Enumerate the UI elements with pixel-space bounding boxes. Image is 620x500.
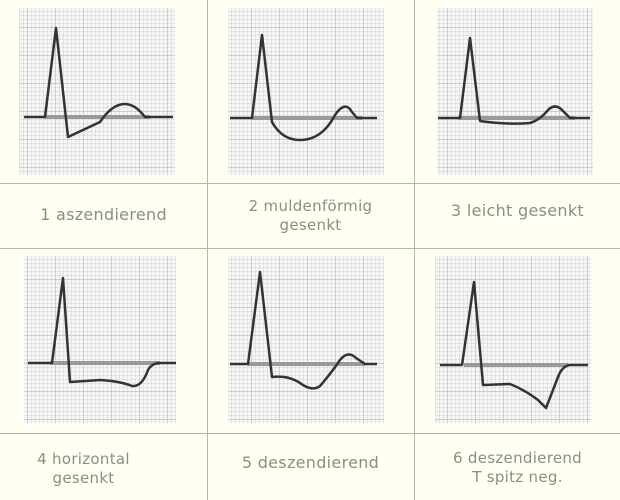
cell-label: 3 leicht gesenkt <box>414 201 620 220</box>
column-divider <box>207 0 208 500</box>
cell-label: 1 aszendierend <box>0 205 207 224</box>
label-line: 1 aszendierend <box>40 205 167 224</box>
cell-label: 2 muldenförmig gesenkt <box>207 197 414 235</box>
ecg-trace-ascending <box>19 8 175 175</box>
row-divider <box>0 183 620 184</box>
label-line: 5 deszendierend <box>241 453 380 472</box>
ecg-trace-slightly-depressed <box>437 8 593 175</box>
ecg-trace-descending <box>228 256 384 423</box>
cell-label: 5 deszendierend <box>207 453 414 472</box>
label-line: 6 deszendierend <box>453 449 582 467</box>
row-divider <box>0 433 620 434</box>
ecg-trace-descending-t-negative <box>435 256 591 423</box>
label-line: 4 horizontal <box>37 450 130 468</box>
label-line: T spitz neg. <box>472 468 563 486</box>
column-divider <box>414 0 415 500</box>
ecg-trace-trough-depressed <box>228 8 384 175</box>
label-line: 2 muldenförmig <box>248 197 373 215</box>
label-line: gesenkt <box>52 469 115 487</box>
ecg-trace-horizontal-depressed <box>24 256 176 423</box>
cell-label: 6 deszendierend T spitz neg. <box>414 449 620 487</box>
label-line: 3 leicht gesenkt <box>451 201 584 220</box>
cell-label: 4 horizontal gesenkt <box>0 450 187 488</box>
row-divider <box>0 248 620 249</box>
label-line: gesenkt <box>279 216 342 234</box>
